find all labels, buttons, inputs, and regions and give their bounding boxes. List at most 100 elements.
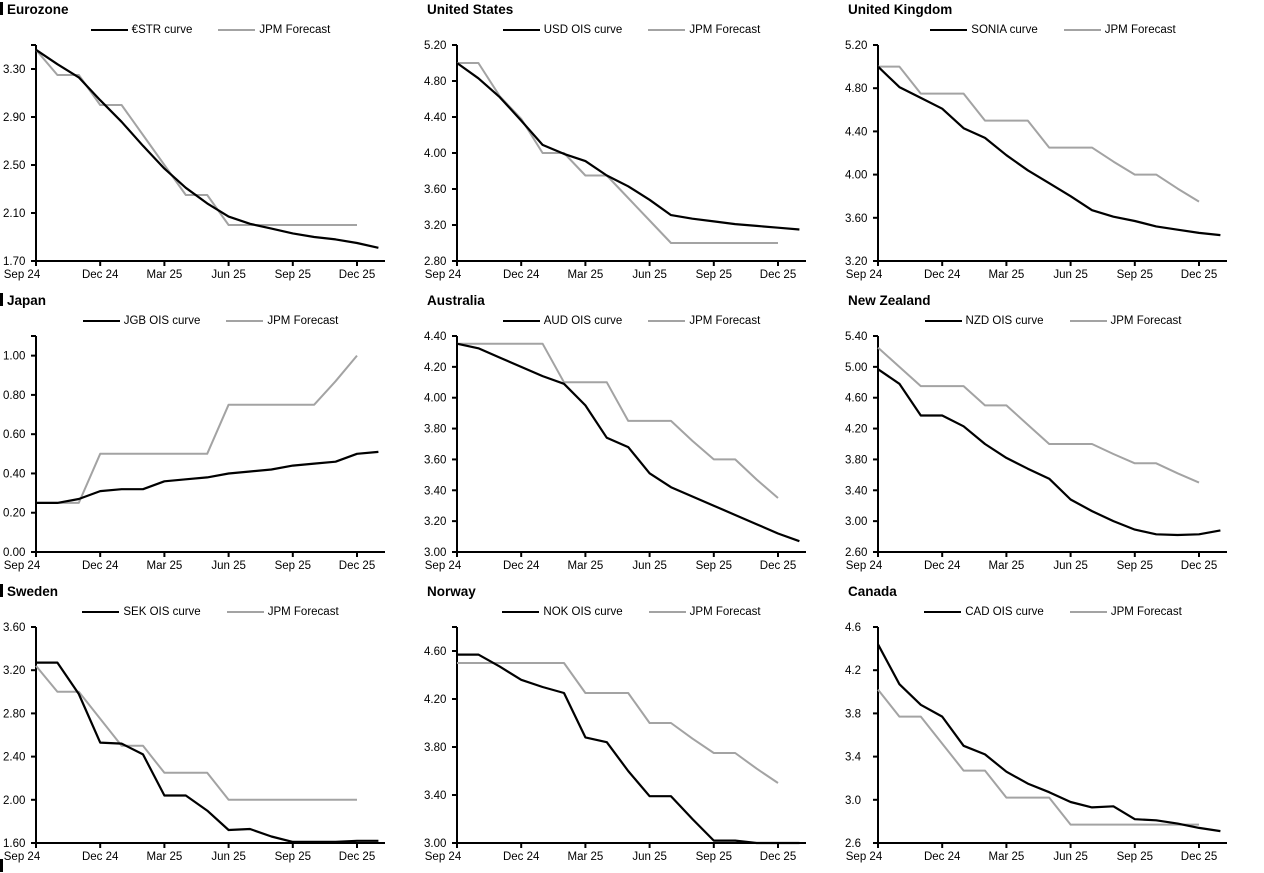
legend-item-curve: USD OIS curve	[502, 24, 622, 36]
chart-legend: SEK OIS curve JPM Forecast	[0, 603, 421, 621]
svg-text:2.40: 2.40	[3, 752, 25, 764]
svg-text:4.2: 4.2	[845, 665, 861, 677]
forecast-line-sample	[1069, 610, 1107, 614]
curve-label: NOK OIS curve	[543, 606, 623, 618]
curve-label: SONIA curve	[971, 24, 1038, 36]
svg-text:Dec 25: Dec 25	[760, 560, 796, 572]
chart-legend: €STR curve JPM Forecast	[0, 21, 421, 39]
legend-item-forecast: JPM Forecast	[648, 315, 760, 327]
svg-text:Dec 25: Dec 25	[760, 851, 796, 863]
svg-text:4.6: 4.6	[845, 622, 861, 634]
svg-text:4.00: 4.00	[845, 170, 867, 182]
chart-title: United Kingdom	[848, 2, 953, 17]
svg-text:5.20: 5.20	[424, 40, 446, 52]
chart-new-zealand: New Zealand NZD OIS curve JPM Forecast 2…	[842, 291, 1264, 582]
svg-text:3.60: 3.60	[424, 454, 446, 466]
svg-text:3.40: 3.40	[845, 485, 867, 497]
legend-item-forecast: JPM Forecast	[226, 315, 338, 327]
plot-area: 3.00 3.40 3.80 4.20 4.60 Sep 24 Dec 24 Mar 25 Ju…	[424, 626, 806, 863]
svg-text:4.20: 4.20	[424, 362, 446, 374]
svg-text:3.60: 3.60	[424, 184, 446, 196]
chart-title: United States	[427, 2, 514, 17]
svg-text:4.40: 4.40	[424, 331, 446, 343]
curve-line-sample	[502, 28, 540, 32]
chart-title: New Zealand	[848, 293, 931, 308]
chart-legend: JGB OIS curve JPM Forecast	[0, 312, 421, 330]
curve-line-sample	[502, 319, 540, 323]
svg-text:4.00: 4.00	[424, 393, 446, 405]
svg-text:Sep 25: Sep 25	[696, 560, 732, 572]
svg-text:3.00: 3.00	[424, 838, 446, 850]
plot-area: 1.60 2.00 2.40 2.80 3.20 3.60 Sep 24 Dec 24 Mar …	[3, 622, 385, 863]
chart-title: Canada	[848, 584, 897, 599]
svg-text:3.60: 3.60	[845, 213, 867, 225]
svg-text:3.40: 3.40	[424, 790, 446, 802]
forecast-line-sample	[648, 28, 686, 32]
svg-text:Jun 25: Jun 25	[632, 269, 667, 281]
legend-item-forecast: JPM Forecast	[648, 24, 760, 36]
svg-text:Dec 24: Dec 24	[82, 560, 119, 572]
svg-text:Sep 25: Sep 25	[275, 560, 311, 572]
svg-text:3.00: 3.00	[845, 516, 867, 528]
svg-text:Mar 25: Mar 25	[568, 560, 604, 572]
chart-legend: USD OIS curve JPM Forecast	[421, 21, 842, 39]
curve-label: NZD OIS curve	[965, 315, 1044, 327]
forecast-line-sample	[226, 610, 264, 614]
svg-text:Mar 25: Mar 25	[147, 851, 183, 863]
svg-text:5.40: 5.40	[845, 331, 867, 343]
svg-text:Jun 25: Jun 25	[1053, 560, 1088, 572]
curve-label: SEK OIS curve	[123, 606, 201, 618]
chart-legend: NOK OIS curve JPM Forecast	[421, 603, 842, 621]
curve-line-sample	[924, 319, 962, 323]
legend-item-curve: NOK OIS curve	[502, 606, 623, 618]
svg-text:Mar 25: Mar 25	[147, 560, 183, 572]
svg-text:2.90: 2.90	[3, 112, 25, 124]
forecast-line-sample	[1069, 319, 1107, 323]
svg-text:Dec 24: Dec 24	[503, 851, 540, 863]
forecast-label: JPM Forecast	[1104, 24, 1176, 36]
legend-item-forecast: JPM Forecast	[1069, 606, 1182, 618]
svg-text:3.0: 3.0	[845, 795, 861, 807]
chart-title: Norway	[427, 584, 476, 599]
svg-text:Jun 25: Jun 25	[1053, 269, 1088, 281]
chart-title: Japan	[0, 291, 421, 309]
svg-text:2.60: 2.60	[845, 547, 867, 559]
chart-japan: Japan JGB OIS curve JPM Forecast 0.00 0.2…	[0, 291, 421, 582]
forecast-line-sample	[1063, 28, 1101, 32]
svg-text:4.60: 4.60	[424, 646, 446, 658]
svg-text:2.50: 2.50	[3, 160, 25, 172]
svg-text:Sep 24: Sep 24	[4, 851, 41, 863]
svg-text:Sep 24: Sep 24	[425, 851, 462, 863]
legend-item-forecast: JPM Forecast	[1069, 315, 1181, 327]
svg-text:Sep 25: Sep 25	[696, 851, 732, 863]
svg-text:Mar 25: Mar 25	[147, 269, 183, 281]
chart-legend: AUD OIS curve JPM Forecast	[421, 312, 842, 330]
svg-text:Sep 25: Sep 25	[275, 269, 311, 281]
plot-area: 3.00 3.20 3.40 3.60 3.80 4.00 4.20 4.40 Sep 24 De…	[424, 331, 806, 572]
svg-text:Dec 25: Dec 25	[1181, 269, 1217, 281]
svg-text:2.10: 2.10	[3, 208, 25, 220]
svg-text:3.20: 3.20	[845, 256, 867, 268]
curve-label: JGB OIS curve	[123, 315, 201, 327]
svg-text:Sep 24: Sep 24	[4, 560, 41, 572]
curve-line-sample	[90, 28, 128, 32]
svg-text:Sep 25: Sep 25	[275, 851, 311, 863]
svg-text:Jun 25: Jun 25	[632, 560, 667, 572]
forecast-label: JPM Forecast	[267, 606, 339, 618]
svg-text:Dec 25: Dec 25	[1181, 560, 1217, 572]
svg-text:3.00: 3.00	[424, 547, 446, 559]
forecast-label: JPM Forecast	[267, 315, 339, 327]
curve-label: €STR curve	[131, 24, 193, 36]
svg-text:Dec 24: Dec 24	[82, 269, 119, 281]
svg-text:4.40: 4.40	[424, 112, 446, 124]
svg-text:Dec 24: Dec 24	[924, 269, 961, 281]
svg-text:3.80: 3.80	[424, 742, 446, 754]
legend-item-forecast: JPM Forecast	[1063, 24, 1176, 36]
svg-text:4.80: 4.80	[845, 83, 867, 95]
svg-text:2.80: 2.80	[3, 708, 25, 720]
svg-text:Dec 24: Dec 24	[82, 851, 119, 863]
svg-text:Dec 25: Dec 25	[760, 269, 796, 281]
legend-item-curve: JGB OIS curve	[82, 315, 201, 327]
svg-text:1.60: 1.60	[3, 838, 25, 850]
